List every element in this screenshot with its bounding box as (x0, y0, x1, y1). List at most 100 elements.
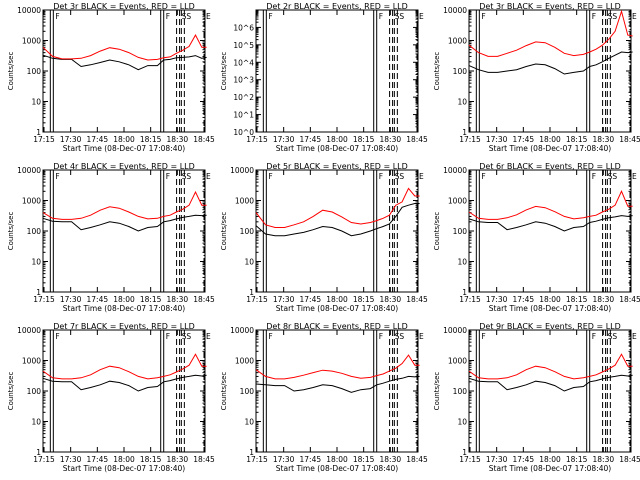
marker-label: F (268, 172, 272, 181)
x-tick-label: 18:15 (566, 455, 588, 464)
marker-label: S (186, 12, 191, 21)
y-axis-label: Counts/sec (433, 212, 441, 251)
x-tick-label: 18:15 (566, 135, 588, 144)
y-tick-label: 1000 (448, 37, 467, 46)
x-tick-label: 18:00 (113, 295, 135, 304)
series-line-events (255, 375, 420, 393)
x-tick-label: 18:00 (539, 455, 561, 464)
marker-label: S (186, 172, 191, 181)
marker-label: S (399, 332, 404, 341)
marker-label: F (166, 172, 170, 181)
marker-label: F (592, 172, 596, 181)
x-tick-label: 18:45 (193, 455, 215, 464)
y-tick-label: 1000 (235, 197, 254, 206)
y-tick-label: 10 (244, 418, 254, 427)
x-axis-label: Start Time (08-Dec-07 17:08:40) (276, 304, 398, 313)
x-tick-label: 18:30 (593, 135, 615, 144)
y-tick-label: 1 (36, 128, 41, 137)
x-tick-label: 18:15 (140, 295, 162, 304)
y-tick-label: 100 (27, 227, 42, 236)
x-axis-label: Start Time (08-Dec-07 17:08:40) (276, 464, 398, 473)
y-tick-label: 10 (31, 418, 41, 427)
marker-label: F (379, 172, 383, 181)
y-tick-label: 100 (27, 67, 42, 76)
x-tick-label: 17:30 (60, 295, 82, 304)
x-tick-label: 17:15 (33, 135, 55, 144)
x-tick-label: 18:45 (406, 295, 428, 304)
x-tick-label: 17:45 (300, 135, 322, 144)
x-tick-label: 18:30 (380, 295, 402, 304)
x-tick-label: 17:30 (273, 455, 295, 464)
series-line-events (42, 214, 207, 232)
marker-label: F (166, 332, 170, 341)
x-tick-label: 17:15 (246, 455, 268, 464)
x-tick-label: 18:45 (193, 135, 215, 144)
x-tick-label: 17:30 (60, 135, 82, 144)
marker-label: E (419, 12, 424, 21)
y-tick-label: 10 (457, 98, 467, 107)
y-tick-label: 1000 (235, 357, 254, 366)
y-tick-label: 100 (453, 67, 468, 76)
x-tick-label: 18:00 (326, 135, 348, 144)
plot-frame (255, 329, 419, 453)
y-tick-label: 1 (36, 288, 41, 297)
y-tick-label: 10 (457, 258, 467, 267)
plot-frame (468, 9, 632, 133)
marker-label: S (182, 12, 187, 21)
marker-label: E (632, 172, 637, 181)
x-tick-label: 18:30 (167, 455, 189, 464)
y-tick-label: 1 (462, 128, 467, 137)
y-tick-label: 10^4 (233, 58, 254, 67)
y-axis-label: Counts/sec (7, 372, 15, 411)
marker-label: S (399, 172, 404, 181)
x-axis-label: Start Time (08-Dec-07 17:08:40) (489, 144, 611, 153)
x-tick-label: 17:15 (246, 295, 268, 304)
y-tick-label: 10^3 (233, 76, 254, 85)
series-line-lld (468, 190, 633, 220)
x-axis-label: Start Time (08-Dec-07 17:08:40) (489, 464, 611, 473)
y-axis-label: Counts/sec (220, 52, 228, 91)
x-axis-label: Start Time (08-Dec-07 17:08:40) (63, 144, 185, 153)
plot-frame (255, 169, 419, 293)
panel-title: Det 8r BLACK = Events, RED = LLD (266, 322, 408, 331)
marker-label: S (608, 172, 613, 181)
y-tick-label: 10^1 (233, 111, 254, 120)
y-tick-label: 1000 (22, 357, 41, 366)
y-tick-label: 10000 (443, 326, 467, 335)
panel-title: Det 3r BLACK = Events, RED = LLD (53, 2, 195, 11)
y-tick-label: 1000 (448, 357, 467, 366)
panel-8: Det 8r BLACK = Events, RED = LLD 1 10 100 10… (220, 322, 428, 473)
marker-label: S (399, 12, 404, 21)
y-tick-label: 1000 (448, 197, 467, 206)
marker-label: F (55, 332, 59, 341)
x-tick-label: 17:30 (273, 135, 295, 144)
panel-title: Det 2r BLACK = Events, RED = LLD (266, 2, 408, 11)
series-line-events (468, 374, 633, 392)
x-tick-label: 18:30 (167, 295, 189, 304)
x-axis-label: Start Time (08-Dec-07 17:08:40) (63, 464, 185, 473)
marker-label: E (419, 172, 424, 181)
x-tick-label: 17:45 (513, 295, 535, 304)
y-tick-label: 10^0 (233, 128, 254, 137)
plot-frame (255, 9, 419, 133)
marker-label: S (186, 332, 191, 341)
x-tick-label: 18:30 (380, 455, 402, 464)
x-tick-label: 18:15 (353, 455, 375, 464)
x-tick-label: 17:45 (87, 135, 109, 144)
marker-label: S (612, 172, 617, 181)
y-tick-label: 1000 (22, 37, 41, 46)
x-tick-label: 18:30 (167, 135, 189, 144)
panel-9: Det 9r BLACK = Events, RED = LLD 1 10 100 10… (433, 322, 640, 473)
panel-title: Det 5r BLACK = Events, RED = LLD (266, 162, 408, 171)
marker-label: F (592, 12, 596, 21)
x-tick-label: 18:00 (539, 295, 561, 304)
y-tick-label: 1 (36, 448, 41, 457)
x-axis-label: Start Time (08-Dec-07 17:08:40) (276, 144, 398, 153)
x-tick-label: 18:45 (619, 455, 640, 464)
x-tick-label: 18:00 (113, 135, 135, 144)
y-axis-label: Counts/sec (7, 52, 15, 91)
y-tick-label: 100 (240, 227, 255, 236)
y-tick-label: 1 (249, 288, 254, 297)
series-line-events (468, 215, 633, 232)
